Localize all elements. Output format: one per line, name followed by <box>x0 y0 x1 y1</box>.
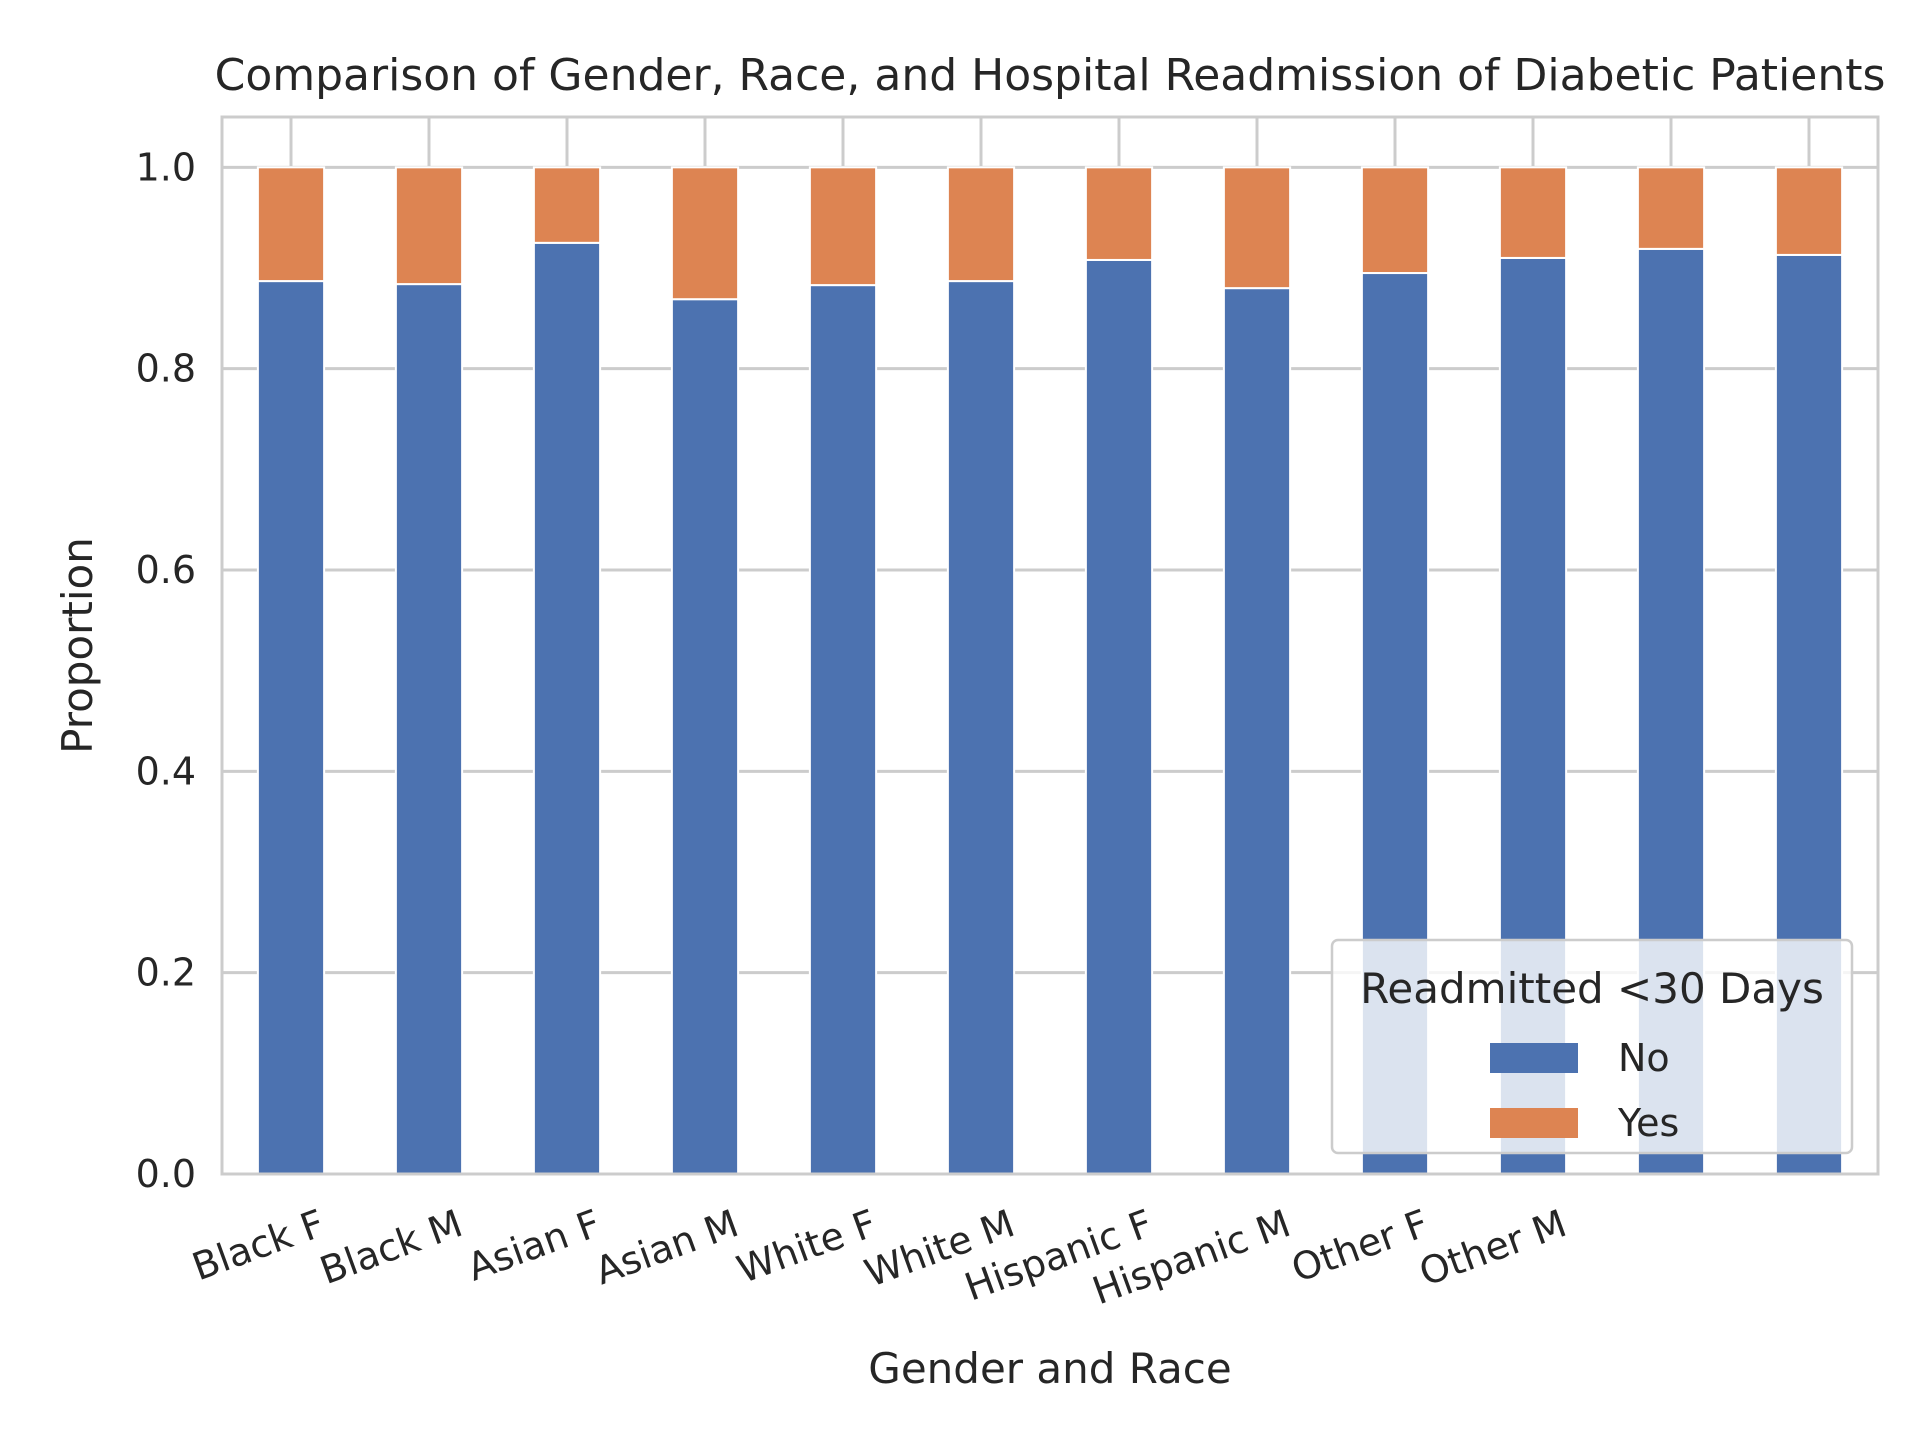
legend-swatch-yes <box>1490 1108 1578 1138</box>
bar-no-1 <box>256 280 326 1175</box>
legend-swatch-no <box>1490 1043 1578 1073</box>
bar-yes-8 <box>1222 166 1292 290</box>
y-tick-label: 0.6 <box>136 548 196 592</box>
y-tick-label: 0.8 <box>136 347 196 391</box>
bar-no-3 <box>532 241 602 1176</box>
bar-yes-12 <box>1774 166 1844 256</box>
bar-yes-9 <box>1360 166 1430 275</box>
legend-title: Readmitted <30 Days <box>1360 964 1824 1013</box>
bar-yes-1 <box>256 166 326 283</box>
y-axis-ticks: 0.0 0.2 0.4 0.6 0.8 1.0 <box>136 145 196 1196</box>
bar-no-7 <box>1084 258 1154 1175</box>
bar-yes-10 <box>1498 166 1568 259</box>
legend-label-yes: Yes <box>1617 1101 1679 1145</box>
y-axis-label: Proportion <box>53 537 102 754</box>
bar-no-6 <box>946 280 1016 1175</box>
y-tick-label: 0.2 <box>136 951 196 995</box>
bar-no-4 <box>670 298 740 1175</box>
chart-title: Comparison of Gender, Race, and Hospital… <box>215 50 1886 101</box>
bar-yes-6 <box>946 166 1016 283</box>
bar-no-8 <box>1222 287 1292 1175</box>
x-axis-label: Gender and Race <box>868 1344 1231 1393</box>
bar-yes-7 <box>1084 166 1154 261</box>
bar-yes-2 <box>394 166 464 286</box>
bar-yes-11 <box>1636 166 1706 250</box>
bar-no-2 <box>394 283 464 1175</box>
plot-area-frame <box>220 115 1880 1176</box>
bar-yes-5 <box>808 166 878 287</box>
legend-box <box>1330 938 1854 1155</box>
legend-label-no: No <box>1618 1036 1670 1080</box>
y-tick-label: 1.0 <box>136 145 196 189</box>
legend: Readmitted <30 Days No Yes <box>1330 938 1854 1155</box>
y-tick-label: 0.4 <box>136 749 196 793</box>
y-tick-label: 0.0 <box>136 1152 196 1196</box>
bar-no-5 <box>808 284 878 1175</box>
bar-yes-4 <box>670 166 740 301</box>
legend-items: No Yes <box>1490 1036 1679 1145</box>
bar-yes-3 <box>532 166 602 244</box>
